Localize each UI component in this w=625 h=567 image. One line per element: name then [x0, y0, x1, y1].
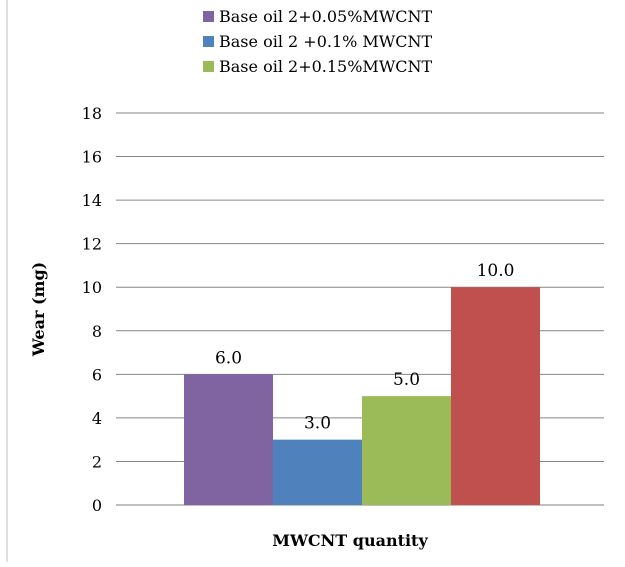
legend-swatch	[203, 36, 214, 47]
y-tick-label: 0	[92, 496, 102, 515]
y-tick-label: 18	[82, 104, 102, 123]
y-tick-label: 10	[82, 278, 102, 297]
y-tick-label: 2	[92, 452, 102, 471]
bar	[273, 439, 362, 505]
data-label: 3.0	[304, 414, 331, 434]
legend-label: Base oil 2 +0.1% MWCNT	[219, 32, 432, 51]
y-axis-title: Wear (mg)	[29, 262, 48, 357]
y-axis-ticks: 0 2 4 6 8 10 12 14 16 18	[82, 104, 102, 515]
bar	[184, 374, 273, 505]
legend-label: Base oil 2+0.05%MWCNT	[219, 7, 433, 26]
legend-swatch	[203, 11, 214, 22]
x-axis-title: MWCNT quantity	[272, 531, 428, 550]
bar	[451, 287, 540, 505]
y-tick-label: 8	[92, 322, 102, 341]
bar	[362, 396, 451, 505]
y-tick-label: 14	[82, 191, 102, 210]
data-label: 5.0	[393, 370, 420, 390]
y-tick-label: 12	[82, 235, 102, 254]
y-tick-label: 6	[92, 365, 102, 384]
y-tick-label: 16	[82, 148, 102, 167]
y-tick-label: 4	[92, 409, 102, 428]
legend-label: Base oil 2+0.15%MWCNT	[219, 57, 433, 76]
data-labels: 6.0 3.0 5.0 10.0	[215, 261, 514, 433]
data-label: 6.0	[215, 348, 242, 368]
legend-swatch	[203, 61, 214, 72]
legend: Base oil 2+0.05%MWCNT Base oil 2 +0.1% MW…	[203, 7, 433, 76]
bars	[184, 287, 540, 505]
data-label: 10.0	[477, 261, 515, 281]
